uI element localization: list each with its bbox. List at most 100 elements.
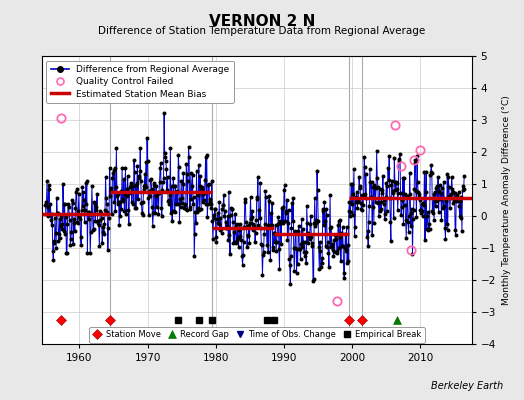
Point: [191, 208, 200, 215]
Point: [128, 188, 136, 194]
Point: [258, 242, 266, 248]
Point: [125, 190, 134, 196]
Point: [132, 205, 140, 212]
Point: [364, 243, 373, 249]
Point: [435, 181, 444, 188]
Point: [269, 244, 277, 250]
Point: [433, 183, 441, 189]
Point: [421, 189, 430, 195]
Point: [385, 153, 394, 159]
Point: [90, 199, 99, 205]
Point: [412, 188, 420, 194]
Point: [193, 209, 201, 216]
Point: [275, 246, 283, 252]
Point: [123, 185, 132, 192]
Point: [365, 218, 373, 225]
Point: [113, 201, 122, 207]
Point: [402, 235, 410, 241]
Point: [92, 207, 101, 213]
Point: [416, 207, 424, 213]
Point: [42, 198, 51, 205]
Point: [105, 165, 114, 172]
Point: [192, 220, 200, 226]
Point: [243, 244, 252, 250]
Point: [213, 216, 221, 222]
Point: [392, 178, 400, 185]
Point: [166, 192, 174, 198]
Point: [320, 222, 328, 228]
Point: [432, 203, 440, 210]
Point: [409, 216, 417, 222]
Point: [114, 191, 122, 198]
Point: [395, 157, 403, 164]
Point: [362, 170, 370, 177]
Point: [73, 220, 82, 226]
Point: [407, 210, 416, 216]
Point: [106, 192, 114, 199]
Point: [199, 191, 208, 197]
Point: [335, 234, 344, 240]
Point: [445, 184, 453, 190]
Point: [380, 216, 389, 222]
Point: [67, 236, 75, 242]
Point: [314, 218, 322, 224]
Point: [327, 224, 335, 231]
Point: [419, 200, 428, 206]
Point: [289, 195, 297, 201]
Point: [348, 212, 357, 218]
Point: [80, 218, 89, 225]
Point: [134, 196, 142, 202]
Point: [154, 188, 162, 195]
Point: [47, 222, 56, 228]
Point: [158, 187, 167, 194]
Point: [65, 211, 73, 217]
Point: [127, 180, 135, 186]
Point: [221, 208, 229, 214]
Point: [264, 249, 272, 256]
Point: [339, 224, 347, 230]
Point: [159, 178, 167, 185]
Point: [287, 253, 295, 260]
Point: [303, 220, 312, 226]
Point: [110, 198, 118, 205]
Point: [261, 187, 269, 194]
Point: [401, 217, 410, 223]
Point: [252, 229, 260, 236]
Point: [309, 278, 317, 284]
Point: [163, 187, 171, 193]
Point: [427, 162, 435, 168]
Point: [87, 210, 95, 217]
Point: [412, 214, 421, 220]
Point: [224, 213, 232, 219]
Point: [282, 197, 291, 203]
Point: [414, 194, 423, 200]
Point: [214, 220, 222, 226]
Point: [145, 211, 153, 218]
Point: [45, 186, 53, 192]
Point: [291, 228, 300, 234]
Point: [312, 220, 321, 226]
Point: [344, 242, 352, 248]
Point: [279, 220, 288, 226]
Point: [382, 180, 390, 186]
Point: [78, 184, 86, 190]
Point: [99, 229, 107, 236]
Point: [254, 174, 262, 180]
Point: [63, 221, 72, 228]
Point: [94, 222, 103, 228]
Point: [156, 164, 165, 171]
Point: [108, 175, 116, 181]
Point: [342, 248, 350, 254]
Point: [237, 225, 246, 231]
Point: [376, 208, 384, 215]
Point: [436, 196, 444, 203]
Point: [60, 201, 69, 208]
Point: [355, 174, 363, 180]
Point: [75, 191, 83, 198]
Point: [42, 210, 50, 217]
Point: [49, 257, 58, 264]
Point: [140, 171, 149, 177]
Point: [266, 257, 275, 264]
Point: [233, 221, 242, 228]
Point: [313, 168, 321, 174]
